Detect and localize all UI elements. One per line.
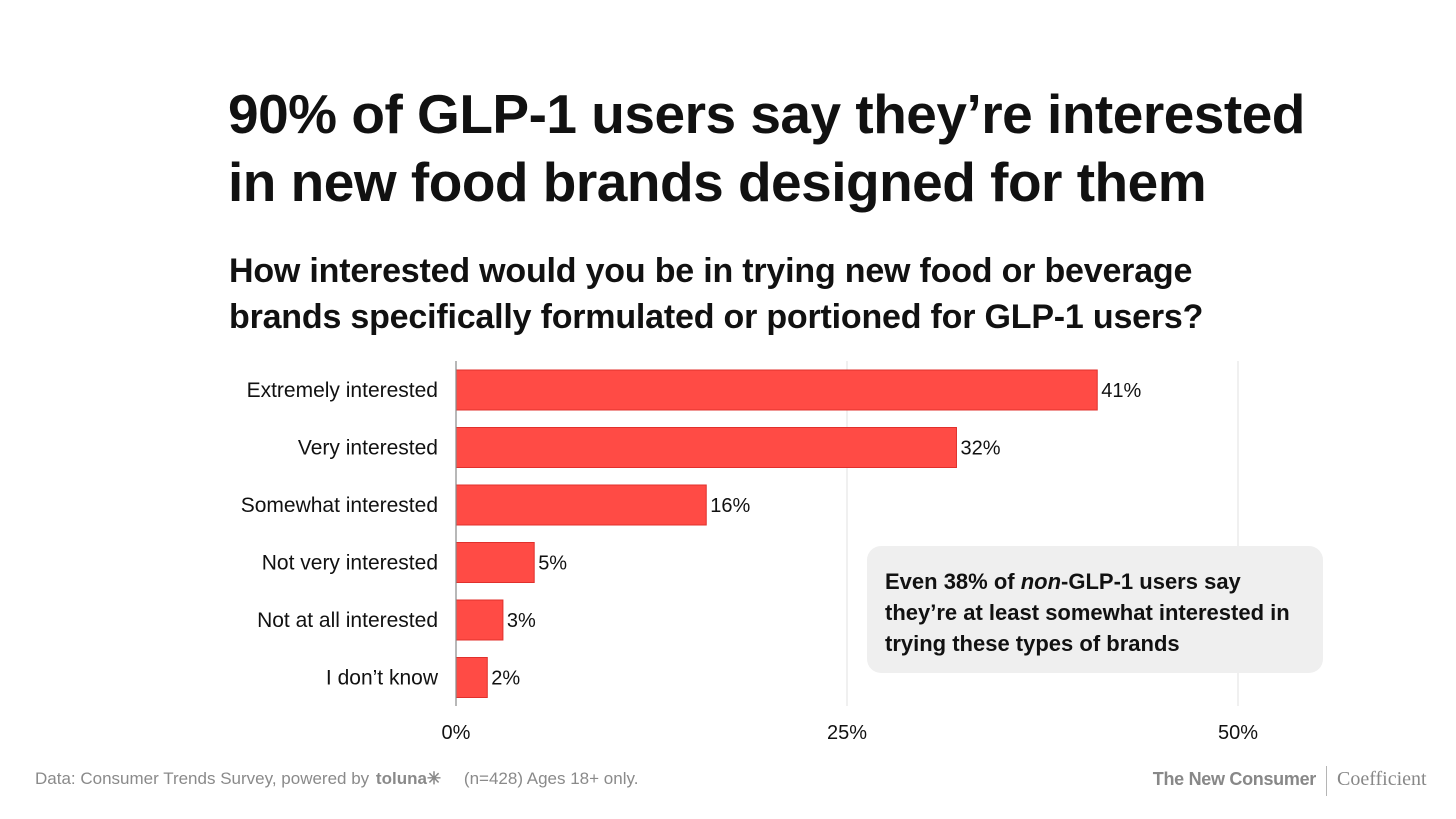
bar-6 [455, 657, 488, 698]
chart-title-line-2: in new food brands designed for them [228, 151, 1207, 213]
chart-subtitle-line-1: How interested would you be in trying ne… [229, 252, 1193, 290]
x-tick-label-25: 25% [827, 722, 867, 744]
value-label-4: 5% [538, 553, 567, 575]
bar-5 [455, 599, 504, 641]
category-label-3: Somewhat interested [241, 494, 438, 517]
value-label-2: 32% [960, 438, 1000, 460]
the-new-consumer-logo: The New Consumer [1152, 769, 1317, 789]
callout-text-suffix: -GLP-1 users say they’re at least somewh… [885, 569, 1290, 656]
value-label-3: 16% [710, 495, 750, 517]
value-label-6: 2% [491, 668, 520, 690]
footer-source: Data: Consumer Trends Survey, powered by… [35, 769, 638, 789]
sample-note: (n=428) Ages 18+ only. [463, 769, 639, 788]
category-label-5: Not at all interested [257, 609, 438, 632]
toluna-logo: toluna✳ [375, 769, 442, 788]
value-label-5: 3% [507, 610, 536, 632]
x-tick-label-50: 50% [1218, 722, 1258, 744]
chart-title: 90% of GLP-1 users say they’re intereste… [228, 80, 1348, 216]
callout-box: Even 38% of non-GLP-1 users say they’re … [867, 546, 1323, 673]
category-label-6: I don’t know [326, 667, 439, 690]
category-label-2: Very interested [298, 437, 438, 460]
source-text: Data: Consumer Trends Survey, powered by [35, 769, 370, 788]
x-tick-label-0: 0% [442, 722, 471, 744]
bar-4 [455, 542, 535, 583]
callout-text-prefix: Even 38% of [885, 569, 1021, 594]
category-label-4: Not very interested [262, 552, 438, 575]
value-label-1: 41% [1101, 380, 1141, 402]
callout-text-emphasis: non [1020, 569, 1062, 594]
bar-3 [455, 484, 707, 526]
bar-1 [455, 369, 1098, 411]
chart-subtitle: How interested would you be in trying ne… [229, 248, 1329, 340]
brand-divider [1326, 766, 1327, 796]
category-label-1: Extremely interested [247, 379, 438, 402]
chart-subtitle-line-2: brands specifically formulated or portio… [229, 298, 1204, 336]
bar-2 [455, 427, 957, 468]
chart-title-line-1: 90% of GLP-1 users say they’re intereste… [228, 83, 1305, 145]
coefficient-logo: Coefficient [1337, 768, 1427, 790]
